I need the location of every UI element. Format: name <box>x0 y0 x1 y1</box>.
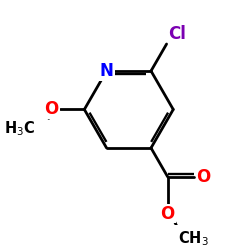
Text: O: O <box>160 204 175 222</box>
Text: CH$_3$: CH$_3$ <box>178 229 208 248</box>
Text: H$_3$C: H$_3$C <box>4 119 36 138</box>
Text: Cl: Cl <box>168 25 186 43</box>
Text: O: O <box>44 100 59 118</box>
Text: O: O <box>196 168 211 186</box>
Text: N: N <box>100 62 114 80</box>
